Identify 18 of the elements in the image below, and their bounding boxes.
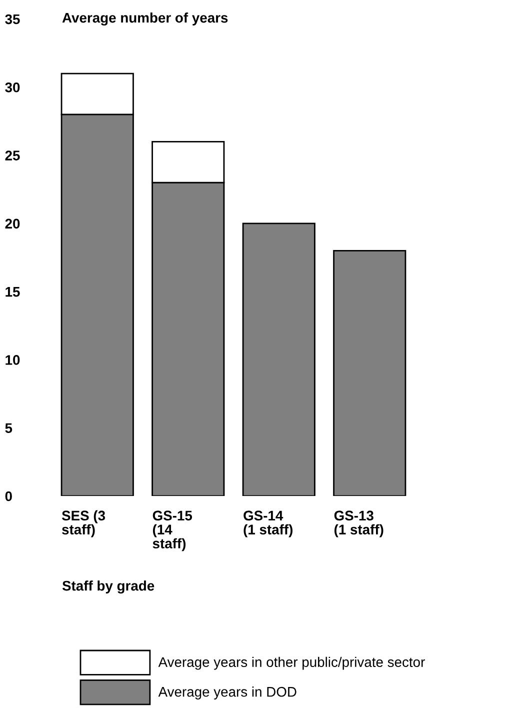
y-tick-label: 0	[5, 491, 12, 502]
y-tick-label: 5	[5, 423, 12, 434]
x-tick-label: GS-15 (14 staff)	[152, 510, 192, 552]
x-tick-label: GS-14 (1 staff)	[244, 510, 292, 538]
bar	[333, 250, 406, 496]
legend-label: Average years in other public/private sector	[158, 656, 425, 670]
y-tick-label: 30	[5, 82, 20, 92]
y-tick-label: 25	[5, 150, 20, 160]
legend-label: Average years in DOD	[158, 686, 296, 700]
x-tick-label: GS-13 (1 staff)	[334, 510, 384, 538]
x-tick-label: SES (3 staff)	[62, 510, 106, 538]
y-tick-label: 10	[6, 355, 20, 365]
y-tick-label: 35	[5, 14, 20, 24]
bar	[242, 222, 316, 496]
y-tick-label: 20	[5, 218, 20, 229]
x-axis-title: Staff by grade	[62, 580, 154, 594]
chart-title: Average number of years	[62, 12, 228, 26]
y-tick-label: 15	[6, 287, 20, 297]
